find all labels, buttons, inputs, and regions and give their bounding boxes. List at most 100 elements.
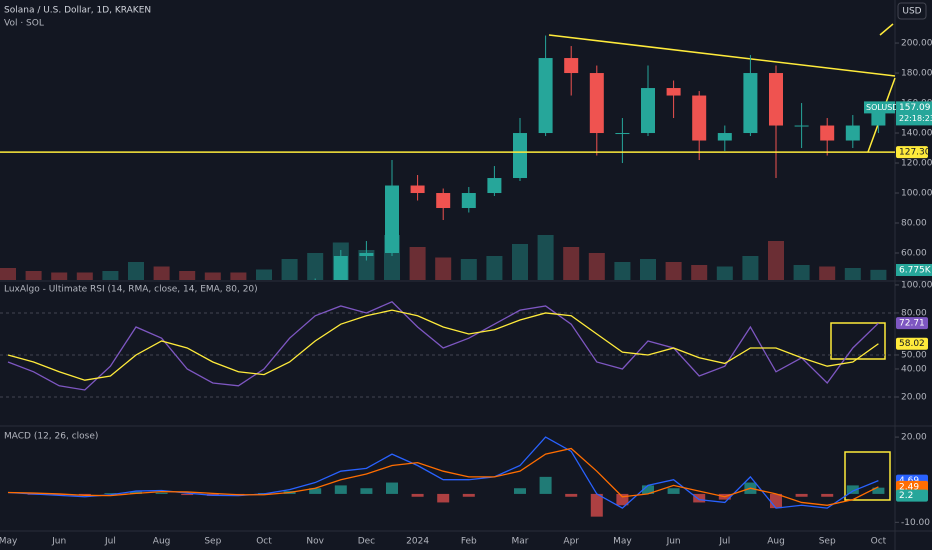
volume-bar [665,262,682,280]
symbol: SOLUSD [866,103,899,112]
volume-bar [486,256,503,280]
volume-bar [51,272,68,280]
x-tick-label: May [613,537,632,547]
candle-body [461,193,476,209]
volume-bar [844,268,861,280]
rsi-label-box [896,337,928,350]
trendline [548,34,896,77]
y-tick-label: 80.00 [901,308,927,318]
volume-bar [307,253,324,280]
candle-body [717,133,732,141]
volume-bar [716,266,733,280]
candle-body [487,178,502,194]
x-tick-label: Sep [819,537,836,547]
y-tick-label: 80.00 [901,219,927,229]
candle-body [794,125,809,127]
candle-body [615,133,630,135]
volume-bar [256,269,272,280]
volume-label: 6.775K [899,266,932,276]
candle-body [769,73,783,126]
macd-histogram-bar [437,493,450,503]
y-tick-label: 40.00 [901,364,927,374]
macd-histogram-bar [846,485,859,494]
volume-bar [563,247,580,280]
macd-histogram-bar [181,493,194,496]
candle-body [513,133,527,179]
symbol-box [864,101,895,114]
candle-body [564,58,579,74]
candle-body [845,125,860,141]
macd-histogram-bar [462,493,475,497]
last-price: 157.09 [899,103,931,113]
highlight-box [844,451,891,501]
candle-body [538,58,553,134]
candle-body [589,73,604,134]
volume-name: Vol · SOL [4,19,44,29]
volume-bar [768,241,784,280]
rsi-line [7,300,879,391]
volume-bar [230,272,247,280]
y-tick-label: 100.00 [901,280,932,290]
y-tick-label: 100.00 [901,189,932,199]
volume-bar [870,269,887,280]
x-tick-label: Jun [666,537,681,547]
x-tick-label: Jul [718,537,730,547]
x-tick-label: Nov [306,537,324,547]
macd-histogram-bar [386,482,398,494]
y-tick-label: 200.00 [901,39,932,49]
volume-bar [614,262,631,280]
x-tick-label: Jul [104,537,116,547]
countdown: 22:18:23 [899,114,932,123]
volume-bar [281,259,298,280]
x-tick-label: 2024 [406,537,429,547]
volume-bar [0,268,16,280]
macd-histogram-bar [821,493,834,497]
macd-name: MACD (12, 26, close) [4,432,98,442]
macd-histogram-bar [693,493,706,503]
y-tick-label: 50.00 [901,350,927,360]
candle-body [641,88,655,134]
price-pane [0,35,887,280]
price-label: 127.30 [899,148,931,158]
y-tick-label: 60.00 [901,249,927,259]
macd-histogram-bar [539,476,552,494]
volume-bar [153,266,170,280]
x-tick-label: Oct [256,537,272,547]
x-tick-label: Dec [358,537,375,547]
price-label-box [896,146,928,159]
rsi-label: 58.02 [899,339,925,349]
volume-bar [435,257,452,280]
macd-histogram-bar [565,493,578,497]
y-tick-label: 20.00 [901,392,927,402]
volume-bar [76,272,93,280]
candle-body [820,125,835,141]
volume-bar [25,271,42,280]
volume-bar [128,262,144,280]
volume-label-box [896,264,932,276]
macd-histogram-bar [770,493,782,509]
rsi-label-box [896,317,928,330]
candle-body [436,193,451,209]
macd-histogram-bar [872,487,885,494]
chart-title: Solana / U.S. Dollar, 1D, KRAKEN [4,6,151,16]
currency-box[interactable] [897,2,927,20]
x-tick-label: Aug [767,537,785,547]
volume-bar [537,235,554,280]
x-tick-label: Oct [871,537,887,547]
macd-histogram-bar [642,485,654,494]
macd-label: 2.2 [899,491,913,501]
candle-body [692,95,707,141]
currency: USD [902,7,921,17]
macd-histogram-bar [514,488,526,494]
volume-bar [409,247,426,280]
volume-bar [512,244,528,280]
macd-histogram-bar [78,493,91,496]
candle-body [666,88,681,96]
y-tick-label: 20.00 [901,433,927,443]
rsi-line [7,309,879,381]
volume-bar [742,256,759,280]
volume-bar [691,265,708,280]
rsi-name: LuxAlgo - Ultimate RSI (14, RMA, close, … [4,285,258,295]
x-tick-label: Apr [563,537,579,547]
